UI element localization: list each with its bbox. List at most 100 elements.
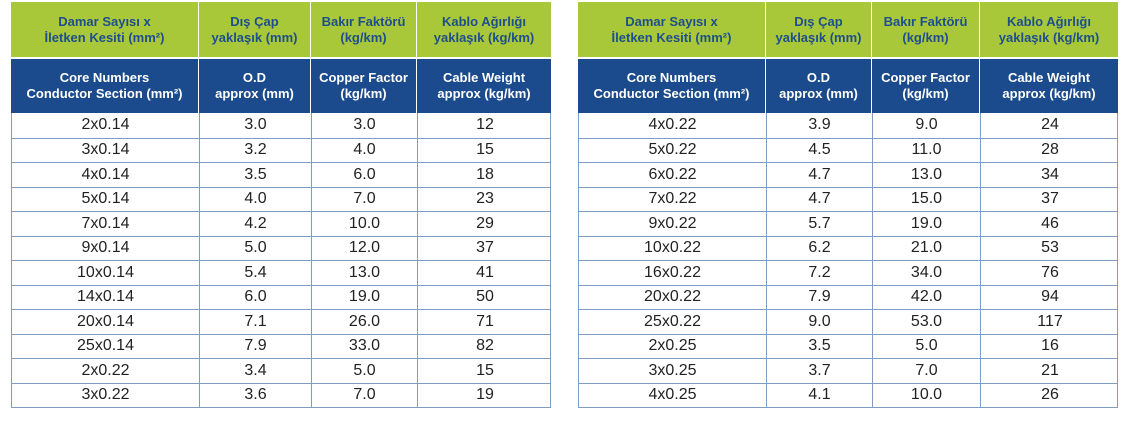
cell-od: 3.5 [767,334,873,358]
header-core-section-en: Core Numbers Conductor Section (mm²) [11,59,199,113]
cell-od: 3.4 [200,359,312,383]
cell-cable-weight: 19 [476,386,494,404]
table-row: 2x0.25 3.5 5.0 16 [579,333,1117,358]
table-row: 6x0.22 4.7 13.0 34 [579,162,1117,187]
header-core-section-tr: Damar Sayısı x İletken Kesiti (mm²) [11,2,199,57]
table-row: 3x0.25 3.7 7.0 21 [579,358,1117,383]
cell-core-section: 25x0.14 [12,334,200,358]
cell-copper-factor: 21.0 [873,236,981,260]
header-cable-weight-tr: Kablo Ağırlığı yaklaşık (kg/km) [998,13,1100,45]
header-row-turkish: Damar Sayısı x İletken Kesiti (mm²) Dış … [578,2,1118,57]
cell-core-section: 5x0.14 [12,187,200,211]
header-divider [11,57,551,59]
cell-copper-factor: 53.0 [873,310,981,334]
cell-cable-weight: 53 [1041,239,1059,257]
cell-copper-factor: 12.0 [312,236,418,260]
cable-spec-table-right: Damar Sayısı x İletken Kesiti (mm²) Dış … [578,2,1118,408]
cell-od: 5.4 [200,261,312,285]
cell-core-section: 16x0.22 [579,261,767,285]
table-row: 4x0.22 3.9 9.0 24 [579,113,1117,138]
cell-core-section: 2x0.25 [579,334,767,358]
cell-od: 7.2 [767,261,873,285]
cell-copper-factor: 33.0 [312,334,418,358]
cell-od: 7.9 [767,285,873,309]
table-row: 7x0.14 4.2 10.0 29 [12,211,550,236]
cell-od: 6.0 [200,285,312,309]
cell-copper-factor: 26.0 [312,310,418,334]
cell-od: 3.0 [200,113,312,138]
table-row: 2x0.14 3.0 3.0 12 [12,113,550,138]
cell-od: 3.9 [767,113,873,138]
header-od-en: O.D approx (mm) [199,59,311,113]
cell-core-section: 9x0.14 [12,236,200,260]
header-row-english: Core Numbers Conductor Section (mm²) O.D… [11,59,551,113]
cell-copper-factor: 6.0 [312,163,418,187]
cell-cable-weight: 12 [476,116,494,134]
header-copper-factor-en: Copper Factor (kg/km) [311,59,417,113]
cell-core-section: 7x0.14 [12,212,200,236]
cell-core-section: 14x0.14 [12,285,200,309]
cell-cable-weight: 21 [1041,361,1059,379]
table-row: 3x0.22 3.6 7.0 19 [12,382,550,407]
cell-cable-weight: 50 [476,288,494,306]
table-row: 20x0.14 7.1 26.0 71 [12,309,550,334]
table-row: 25x0.22 9.0 53.0 117 [579,309,1117,334]
table-row: 5x0.14 4.0 7.0 23 [12,186,550,211]
cell-cable-weight: 18 [476,165,494,183]
header-cable-weight-en: Cable Weight approx (kg/km) [1002,70,1096,101]
cell-core-section: 10x0.22 [579,236,767,260]
cell-core-section: 20x0.14 [12,310,200,334]
cell-core-section: 3x0.14 [12,138,200,162]
cell-copper-factor: 13.0 [873,163,981,187]
cell-copper-factor: 7.0 [312,187,418,211]
cell-cable-weight: 29 [476,214,494,232]
cell-cable-weight: 117 [1037,312,1063,330]
header-core-section-en: Core Numbers Conductor Section (mm²) [578,59,766,113]
cell-core-section: 9x0.22 [579,212,767,236]
cell-copper-factor: 11.0 [873,138,981,162]
cell-cable-weight: 23 [476,190,494,208]
header-copper-factor-en: Copper Factor (kg/km) [872,59,980,113]
cell-copper-factor: 34.0 [873,261,981,285]
table-row: 25x0.14 7.9 33.0 82 [12,333,550,358]
cell-core-section: 2x0.22 [12,359,200,383]
cell-copper-factor: 42.0 [873,285,981,309]
header-copper-factor-tr: Bakır Faktörü (kg/km) [311,2,417,57]
table-row: 2x0.22 3.4 5.0 15 [12,358,550,383]
cell-core-section: 4x0.25 [579,383,767,407]
header-row-turkish: Damar Sayısı x İletken Kesiti (mm²) Dış … [11,2,551,57]
table-row: 9x0.14 5.0 12.0 37 [12,235,550,260]
cable-spec-table-left: Damar Sayısı x İletken Kesiti (mm²) Dış … [11,2,551,408]
cell-cable-weight: 94 [1041,288,1059,306]
cell-od: 9.0 [767,310,873,334]
cell-od: 3.6 [200,383,312,407]
table-row: 10x0.14 5.4 13.0 41 [12,260,550,285]
header-od-tr: Dış Çap yaklaşık (mm) [766,2,872,57]
table-row: 4x0.14 3.5 6.0 18 [12,162,550,187]
cell-od: 5.7 [767,212,873,236]
cell-od: 4.7 [767,163,873,187]
header-divider [578,57,1118,59]
cell-cable-weight: 71 [476,312,494,330]
table-row: 7x0.22 4.7 15.0 37 [579,186,1117,211]
cell-copper-factor: 13.0 [312,261,418,285]
cell-od: 7.1 [200,310,312,334]
cell-od: 3.5 [200,163,312,187]
cell-od: 5.0 [200,236,312,260]
table-row: 20x0.22 7.9 42.0 94 [579,284,1117,309]
cell-od: 4.0 [200,187,312,211]
cell-od: 4.5 [767,138,873,162]
cell-copper-factor: 4.0 [312,138,418,162]
table-row: 10x0.22 6.2 21.0 53 [579,235,1117,260]
cell-core-section: 7x0.22 [579,187,767,211]
cell-od: 3.7 [767,359,873,383]
table-row: 5x0.22 4.5 11.0 28 [579,137,1117,162]
cell-copper-factor: 10.0 [312,212,418,236]
table-row: 9x0.22 5.7 19.0 46 [579,211,1117,236]
cell-cable-weight: 34 [1041,165,1059,183]
header-cable-weight-en: Cable Weight approx (kg/km) [437,70,531,101]
cell-cable-weight: 76 [1041,263,1059,281]
cell-copper-factor: 7.0 [312,383,418,407]
table-row: 16x0.22 7.2 34.0 76 [579,260,1117,285]
cell-od: 3.2 [200,138,312,162]
